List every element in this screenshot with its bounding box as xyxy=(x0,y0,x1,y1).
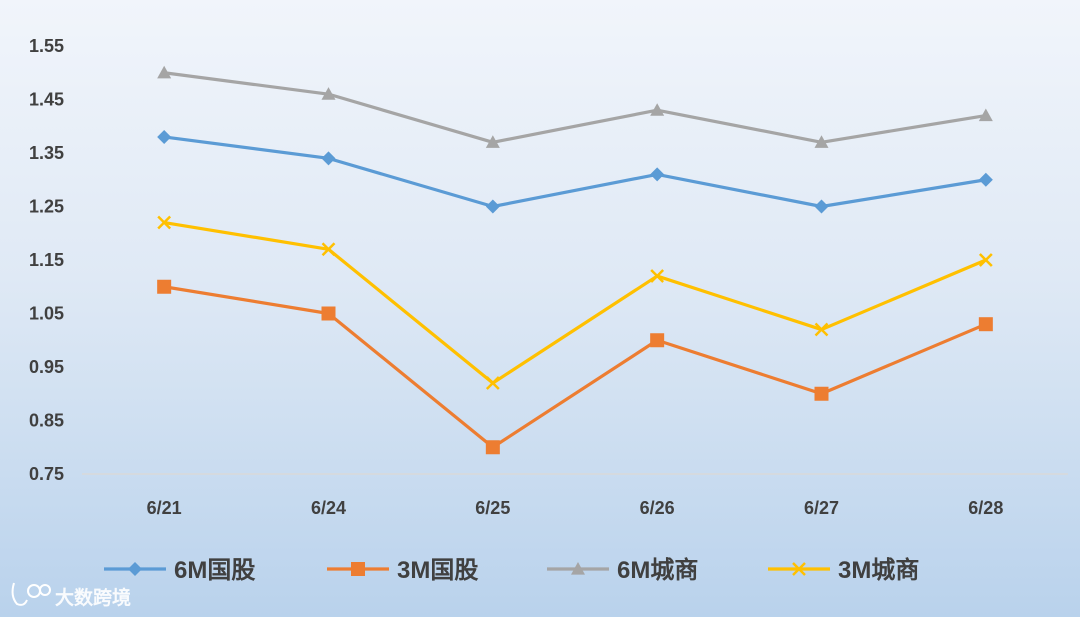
watermark-text: 大数跨境 xyxy=(55,586,131,609)
data-point xyxy=(814,322,829,337)
y-tick-label: 0.95 xyxy=(29,357,64,377)
data-point xyxy=(814,199,829,214)
series-line xyxy=(163,220,987,385)
data-point xyxy=(650,333,665,348)
y-tick-label: 0.75 xyxy=(29,464,64,484)
data-point xyxy=(978,253,993,267)
series-line xyxy=(163,135,987,209)
leo-logo-icon xyxy=(11,582,51,606)
data-point xyxy=(978,317,993,332)
series-3 xyxy=(157,65,993,148)
data-point xyxy=(814,386,829,401)
legend-marker xyxy=(351,562,365,576)
legend-item: 6M城商 xyxy=(547,556,698,584)
data-point xyxy=(157,215,172,230)
y-tick-label: 1.05 xyxy=(29,304,64,324)
legend-marker xyxy=(792,562,806,576)
legend-item: 3M城商 xyxy=(768,556,919,584)
y-tick-label: 0.85 xyxy=(29,411,64,431)
watermark: 大数跨境 xyxy=(11,582,131,609)
x-tick-label: 6/25 xyxy=(475,498,510,518)
x-tick-label: 6/21 xyxy=(147,498,182,518)
series-4 xyxy=(157,215,993,390)
data-point xyxy=(650,269,665,283)
series-layer xyxy=(157,65,993,455)
data-point xyxy=(321,242,336,257)
y-tick-label: 1.45 xyxy=(29,90,64,110)
legend-label: 6M国股 xyxy=(174,557,255,584)
data-point xyxy=(650,103,665,116)
data-point xyxy=(485,440,500,455)
y-axis-ticks: 0.75 0.85 0.95 1.05 1.15 1.25 1.35 1.45 1.55 xyxy=(29,36,64,484)
series-line xyxy=(163,71,987,144)
y-tick-label: 1.35 xyxy=(29,143,64,163)
y-tick-label: 1.25 xyxy=(29,197,64,217)
legend-label: 3M城商 xyxy=(838,556,919,584)
data-point xyxy=(321,306,336,321)
x-axis-ticks: 6/21 6/24 6/25 6/26 6/27 6/28 xyxy=(147,498,1004,518)
data-point xyxy=(485,376,500,390)
series-line xyxy=(163,285,987,449)
y-tick-label: 1.15 xyxy=(29,250,64,270)
data-point xyxy=(650,167,665,182)
legend-item: 6M国股 xyxy=(104,557,255,584)
y-tick-label: 1.55 xyxy=(29,36,64,56)
data-point xyxy=(485,199,500,214)
data-point xyxy=(321,87,336,100)
legend-label: 6M城商 xyxy=(617,556,698,584)
data-point xyxy=(321,151,336,166)
data-point xyxy=(814,135,829,148)
legend-marker xyxy=(571,562,585,575)
legend-item: 3M国股 xyxy=(327,557,478,584)
data-point xyxy=(157,65,172,79)
legend: 6M国股 3M国股 6M城商 3M城商 xyxy=(104,556,919,584)
x-tick-label: 6/24 xyxy=(311,498,346,518)
data-point xyxy=(485,135,500,148)
series-2 xyxy=(157,279,993,455)
x-tick-label: 6/28 xyxy=(968,498,1003,518)
legend-marker xyxy=(128,562,142,576)
data-point xyxy=(157,279,172,294)
x-tick-label: 6/26 xyxy=(640,498,675,518)
x-tick-label: 6/27 xyxy=(804,498,839,518)
data-point xyxy=(157,129,172,144)
series-1 xyxy=(157,129,993,214)
data-point xyxy=(978,172,993,187)
data-point xyxy=(978,108,993,122)
legend-label: 3M国股 xyxy=(397,557,478,584)
